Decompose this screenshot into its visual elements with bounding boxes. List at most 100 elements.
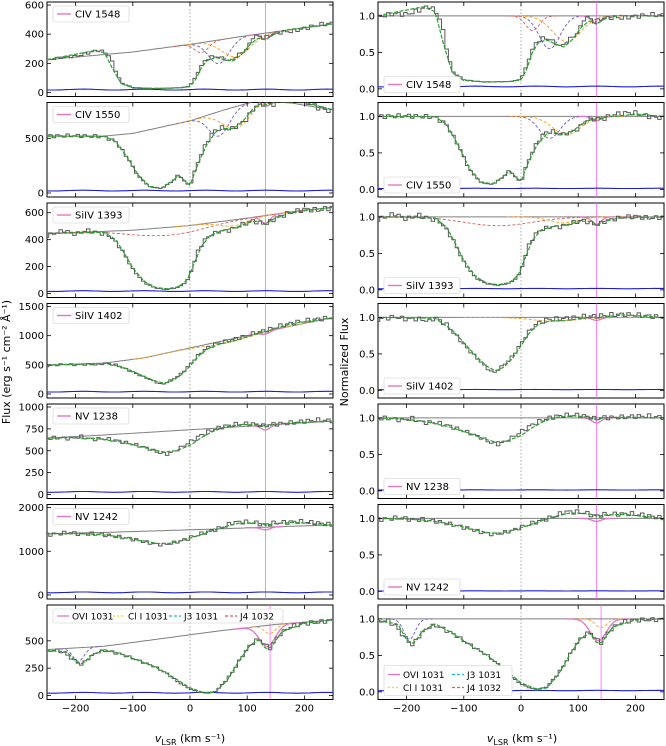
component-profile-j4 bbox=[578, 618, 624, 629]
legend-box bbox=[383, 578, 461, 596]
legend-label: Cl I 1031 bbox=[128, 613, 168, 623]
continuum-line bbox=[47, 524, 333, 535]
x-tick-label: 100 bbox=[238, 704, 257, 715]
plot-area bbox=[47, 102, 333, 197]
y-tick-label: 0.5 bbox=[359, 48, 375, 59]
y-tick-label: 1.0 bbox=[359, 313, 375, 324]
legend-box bbox=[383, 478, 461, 495]
panel-left-1: 0 200 400 600 CIV 1548 bbox=[25, 1, 334, 99]
legend-label: NV 1242 bbox=[75, 512, 118, 523]
data-spectrum bbox=[378, 110, 664, 185]
model-fit bbox=[47, 206, 332, 290]
component-profile-j3 bbox=[55, 645, 102, 662]
y-tick-label: 0.0 bbox=[359, 587, 375, 598]
legend-box bbox=[383, 665, 513, 696]
data-spectrum bbox=[378, 212, 664, 286]
component-profile-j4 bbox=[509, 115, 624, 136]
x-tick-label: −100 bbox=[450, 704, 477, 715]
plot-area bbox=[47, 2, 333, 97]
continuum-line bbox=[47, 619, 333, 651]
y-tick-label: 1.0 bbox=[359, 413, 375, 424]
panel-left-2: 0 500 CIV 1550 bbox=[25, 102, 334, 200]
model-fit bbox=[47, 619, 332, 694]
model-fit bbox=[378, 618, 663, 690]
component-profile-j4 bbox=[132, 320, 316, 360]
y-tick-label: 0.0 bbox=[359, 285, 375, 296]
error-spectrum bbox=[47, 290, 333, 292]
y-tick-label: 200 bbox=[25, 59, 44, 70]
panel-left-7: 0 250 500 −200 −100 0 100 200 OVI 1031 Cl I 1031 J… bbox=[25, 604, 334, 715]
x-tick-label: −200 bbox=[62, 704, 89, 715]
legend-box bbox=[52, 407, 130, 425]
x-tick-label: 100 bbox=[569, 704, 588, 715]
legend-box bbox=[52, 106, 130, 123]
legend-label: CIV 1548 bbox=[406, 80, 451, 91]
left-x-axis-label: vLSR (km s⁻¹) bbox=[155, 732, 225, 746]
y-tick-label: 0.5 bbox=[359, 651, 375, 662]
panel-right-6: 0.0 0.5 1.0 NV 1242 bbox=[359, 504, 665, 600]
y-tick-label: 0 bbox=[38, 88, 44, 99]
legend-box bbox=[52, 5, 130, 23]
component-profile-cloud bbox=[247, 525, 284, 531]
component-profile-j3 bbox=[508, 115, 591, 139]
legend-label: J4 1032 bbox=[239, 613, 274, 623]
model-fit bbox=[378, 6, 663, 83]
data-spectrum bbox=[47, 618, 333, 694]
plot-area bbox=[378, 404, 664, 499]
panel-right-3: 0.0 0.5 1.0 SiIV 1393 bbox=[359, 202, 665, 298]
y-tick-label: 0.0 bbox=[359, 486, 375, 497]
y-tick-label: 0.5 bbox=[359, 450, 375, 461]
component-profile-j2 bbox=[505, 15, 560, 31]
legend-box bbox=[52, 307, 130, 324]
data-spectrum bbox=[378, 5, 664, 83]
legend-label: OVI 1031 bbox=[403, 671, 445, 681]
component-profile-cloud bbox=[578, 216, 615, 225]
legend-label: J4 1032 bbox=[466, 684, 501, 694]
component-profile-j4 bbox=[247, 622, 294, 634]
legend-label: NV 1238 bbox=[406, 482, 449, 493]
plot-area bbox=[47, 303, 333, 398]
component-profile-j4 bbox=[178, 102, 294, 129]
panel-right-1: 0.0 0.5 1.0 CIV 1548 bbox=[359, 1, 665, 97]
component-profile-j4 bbox=[463, 316, 647, 322]
panel-right-4: 0.0 0.5 1.0 SiIV 1402 bbox=[359, 303, 665, 399]
legend-label: SiIV 1402 bbox=[406, 382, 454, 393]
x-tick-label: 200 bbox=[626, 704, 645, 715]
x-tick-label: −200 bbox=[393, 704, 420, 715]
y-tick-label: 0.0 bbox=[359, 84, 375, 95]
y-tick-label: 400 bbox=[25, 235, 44, 246]
y-tick-label: 600 bbox=[25, 1, 44, 12]
right-x-axis-label: vLSR (km s⁻¹) bbox=[487, 732, 557, 746]
y-tick-label: 0 bbox=[38, 390, 44, 401]
legend-label: OVI 1031 bbox=[72, 613, 114, 623]
data-spectrum bbox=[47, 417, 333, 456]
panel-right-5: 0.0 0.5 1.0 NV 1238 bbox=[359, 403, 665, 499]
component-profile-cloud bbox=[247, 102, 284, 107]
y-tick-label: 0.0 bbox=[359, 687, 375, 698]
y-tick-label: 0.5 bbox=[359, 550, 375, 561]
model-fit bbox=[378, 216, 663, 286]
component-profile-cloud bbox=[578, 115, 615, 122]
y-tick-label: 600 bbox=[25, 208, 44, 219]
y-tick-label: 0 bbox=[38, 289, 44, 300]
legend-label: CIV 1550 bbox=[75, 110, 120, 121]
error-spectrum bbox=[47, 390, 333, 393]
y-tick-label: 200 bbox=[25, 262, 44, 273]
error-spectrum bbox=[47, 189, 333, 192]
y-tick-label: 0.0 bbox=[359, 185, 375, 196]
plot-area bbox=[47, 404, 333, 499]
error-spectrum bbox=[47, 691, 333, 694]
legend-label: SiIV 1393 bbox=[75, 211, 123, 222]
plot-area bbox=[378, 203, 664, 298]
data-spectrum bbox=[378, 509, 664, 537]
y-tick-label: 1.0 bbox=[359, 11, 375, 22]
plot-area bbox=[378, 605, 664, 700]
component-profile-j2 bbox=[173, 37, 229, 54]
y-tick-label: 500 bbox=[25, 446, 44, 457]
legend-label: SiIV 1402 bbox=[75, 311, 123, 322]
legend-box bbox=[383, 377, 461, 395]
component-profile-cloud bbox=[247, 326, 284, 337]
y-tick-label: 0.0 bbox=[359, 386, 375, 397]
y-tick-label: 0 bbox=[38, 591, 44, 602]
component-profile-j3 bbox=[386, 618, 433, 640]
